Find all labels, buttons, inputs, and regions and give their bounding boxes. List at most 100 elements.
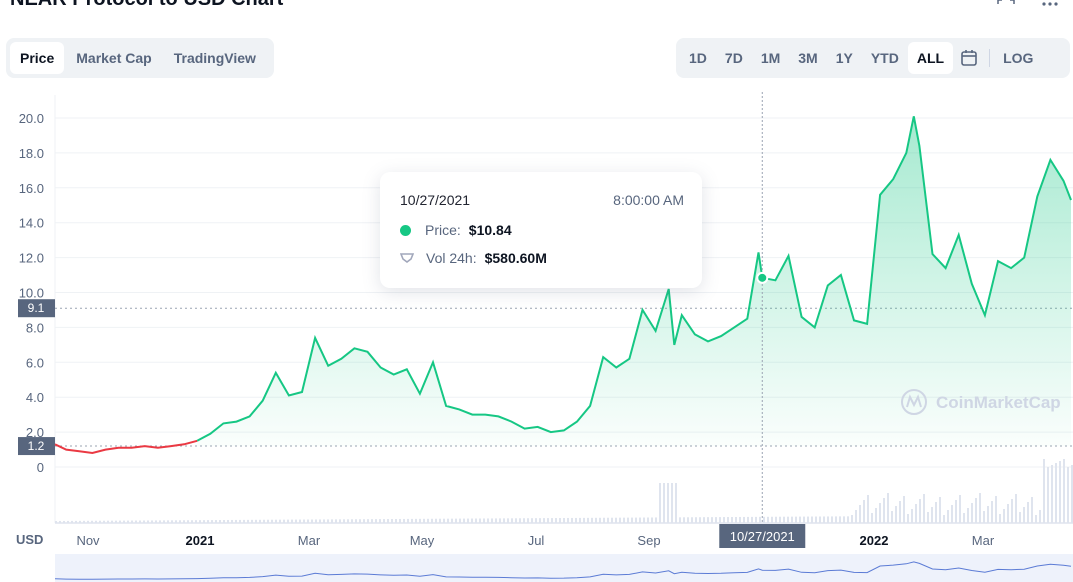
volume-bar — [735, 516, 737, 523]
volume-bar — [163, 520, 165, 523]
volume-bar — [975, 498, 977, 523]
data-point — [53, 442, 57, 446]
volume-bar — [959, 495, 961, 523]
volume-bar — [439, 518, 441, 523]
volume-bar — [335, 519, 337, 523]
volume-bar — [251, 519, 253, 523]
volume-bar — [727, 517, 729, 523]
volume-bar — [483, 518, 485, 523]
tab-market-cap[interactable]: Market Cap — [76, 50, 152, 66]
volume-bar — [667, 483, 669, 523]
volume-bar — [87, 520, 89, 523]
reference-label: 9.1 — [28, 301, 45, 315]
data-point — [996, 259, 1000, 263]
volume-bar — [503, 518, 505, 523]
volume-bar — [903, 496, 905, 523]
volume-bar — [795, 516, 797, 523]
volume-bar — [583, 517, 585, 523]
volume-bar — [347, 519, 349, 523]
volume-bar — [115, 520, 117, 523]
reference-label: 1.2 — [28, 439, 45, 453]
header-icons — [997, 0, 1059, 6]
volume-bar — [1011, 499, 1013, 523]
data-point — [248, 414, 252, 418]
volume-bar — [127, 520, 129, 523]
volume-bar — [199, 520, 201, 523]
volume-bar — [775, 516, 777, 523]
volume-bar — [223, 520, 225, 523]
volume-bar — [323, 519, 325, 523]
volume-bar — [907, 514, 909, 523]
volume-bar — [791, 516, 793, 523]
volume-bar — [623, 517, 625, 523]
volume-bar — [919, 499, 921, 523]
volume-bar — [687, 517, 689, 523]
volume-bar — [339, 519, 341, 523]
tooltip-volume-label: Vol 24h: — [426, 250, 477, 266]
data-point — [130, 446, 134, 450]
volume-bar — [331, 519, 333, 523]
volume-bar — [1023, 507, 1025, 523]
data-point — [143, 444, 147, 448]
volume-bar — [475, 518, 477, 523]
volume-bar — [695, 517, 697, 523]
data-point — [786, 254, 790, 258]
volume-bar — [1047, 467, 1049, 523]
log-toggle[interactable]: LOG — [1003, 50, 1034, 66]
volume-bar — [147, 520, 149, 523]
more-icon[interactable] — [1041, 0, 1059, 6]
volume-bar — [263, 519, 265, 523]
calendar-icon[interactable] — [953, 42, 985, 74]
volume-bar — [579, 517, 581, 523]
x-tick-label: Mar — [298, 533, 321, 548]
volume-bar — [511, 518, 513, 523]
volume-bar — [755, 516, 757, 523]
volume-bar — [79, 520, 81, 523]
volume-bar — [467, 518, 469, 523]
data-point — [693, 332, 697, 336]
volume-bar — [763, 516, 765, 523]
price-line — [54, 116, 1072, 455]
x-tick-label: Nov — [76, 533, 100, 548]
volume-bar — [923, 494, 925, 523]
range-1y[interactable]: 1Y — [835, 50, 853, 66]
tab-tradingview[interactable]: TradingView — [173, 50, 256, 66]
data-point — [274, 371, 278, 375]
volume-bar — [595, 517, 597, 523]
reference-lines: 9.1 1.2 — [18, 299, 1073, 456]
volume-bar — [771, 516, 773, 523]
range-all[interactable]: ALL — [907, 42, 954, 74]
volume-bar — [375, 519, 377, 523]
volume-bar — [591, 517, 593, 523]
data-point — [234, 420, 238, 424]
volume-bar — [55, 521, 57, 523]
volume-bar — [627, 517, 629, 523]
volume-bar — [187, 520, 189, 523]
y-tick-label: 12.0 — [19, 251, 44, 266]
volume-bar — [231, 519, 233, 523]
range-3m[interactable]: 3M — [798, 50, 818, 66]
volume-bar — [411, 518, 413, 523]
volume-bar — [203, 520, 205, 523]
volume-bar — [211, 520, 213, 523]
y-tick-label: 6.0 — [26, 355, 44, 370]
data-point — [931, 252, 935, 256]
volume-bar — [963, 513, 965, 523]
fullscreen-icon[interactable] — [997, 0, 1015, 6]
range-ytd[interactable]: YTD — [870, 50, 899, 66]
range-1m[interactable]: 1M — [760, 50, 781, 66]
volume-bar — [183, 520, 185, 523]
price-area-fill — [197, 116, 1071, 447]
volume-bar — [295, 519, 297, 523]
range-1d[interactable]: 1D — [689, 50, 707, 66]
range-7d[interactable]: 7D — [724, 50, 743, 66]
svg-text:CoinMarketCap: CoinMarketCap — [936, 393, 1061, 412]
data-point — [549, 430, 553, 434]
volume-bar — [943, 515, 945, 523]
volume-icon — [400, 253, 414, 263]
data-point — [757, 250, 761, 254]
tab-price[interactable]: Price — [10, 42, 65, 74]
volume-bar — [547, 518, 549, 523]
volume-bar — [831, 516, 833, 523]
